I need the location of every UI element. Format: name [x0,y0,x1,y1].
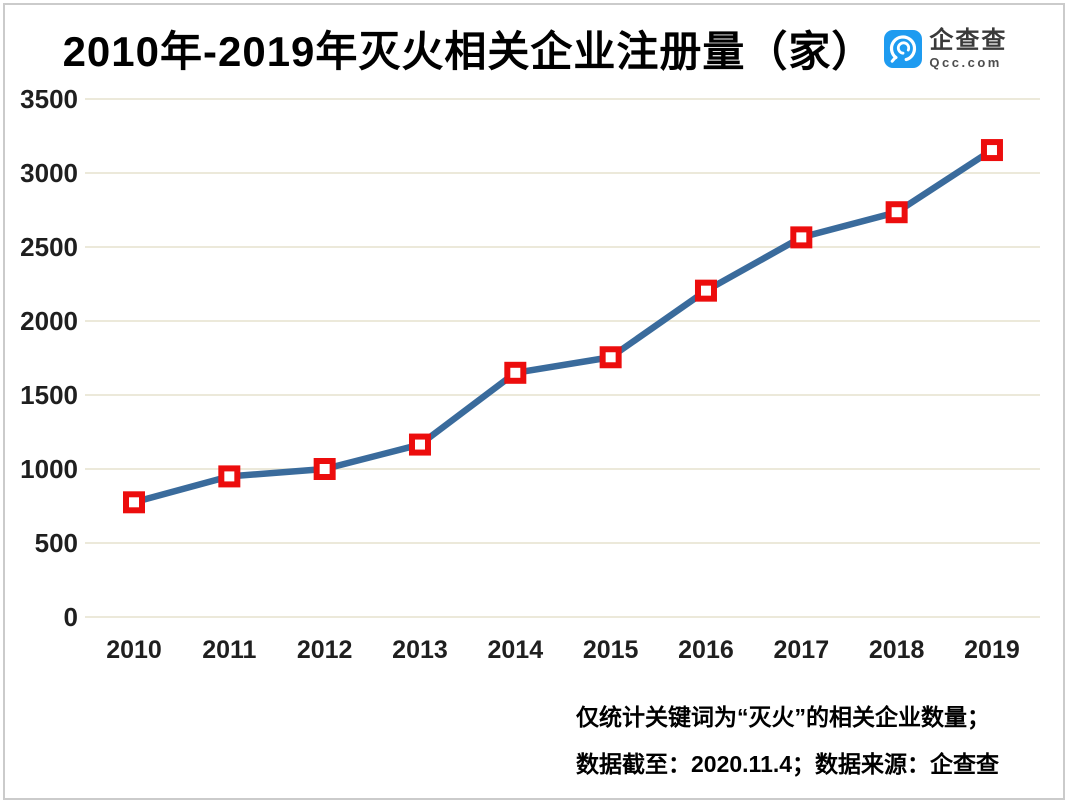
qcc-logo-name: 企查查 [929,26,1008,54]
x-tick-label: 2014 [488,636,544,664]
y-tick-label: 3500 [20,84,78,114]
qcc-logo: 企查查 Qcc.com [884,26,1008,70]
data-line [130,146,996,506]
qcc-magnifier-icon [884,29,923,68]
x-tick-label: 2018 [869,636,925,664]
x-tick-label: 2015 [583,636,639,664]
data-point-2010 [123,491,145,514]
x-tick-label: 2013 [392,636,448,664]
chart-title: 2010年-2019年灭火相关企业注册量（家） [62,28,875,75]
data-point-2014 [504,361,527,384]
qcc-magnifier-glyph [890,34,917,63]
data-point-2019 [980,139,1003,162]
footer-line-1: 仅统计关键词为“灭火”的相关企业数量； [576,704,990,730]
y-tick-label: 1000 [20,454,78,484]
y-tick-label: 3000 [20,158,78,188]
y-tick-label: 500 [35,528,78,558]
data-point-2018 [885,201,908,224]
qcc-logo-domain: Qcc.com [929,54,1002,70]
footer-note: 仅统计关键词为“灭火”的相关企业数量； 数据截至：2020.11.4；数据来源：… [576,694,999,788]
data-point-2013 [408,433,431,456]
x-tick-label: 2010 [106,636,162,664]
y-tick-label: 2500 [20,232,78,262]
y-tick-label: 2000 [20,306,78,336]
x-tick-label: 2011 [202,636,256,664]
x-tick-label: 2012 [297,636,353,664]
x-tick-label: 2017 [773,636,829,664]
y-tick-label: 1500 [20,380,78,410]
data-point-2012 [313,458,336,480]
data-point-2015 [599,346,622,369]
data-point-2011 [218,465,241,488]
data-point-2017 [790,226,813,249]
x-tick-label: 2016 [678,636,734,664]
qcc-logo-text: 企查查 Qcc.com [929,26,1008,70]
x-tick-label: 2019 [964,636,1020,664]
footer-line-2: 数据截至：2020.11.4；数据来源：企查查 [576,751,1000,777]
y-tick-label: 0 [64,602,78,632]
title-row: 2010年-2019年灭火相关企业注册量（家） 企查查 Qcc.com [0,18,1070,79]
data-point-2016 [694,279,717,302]
